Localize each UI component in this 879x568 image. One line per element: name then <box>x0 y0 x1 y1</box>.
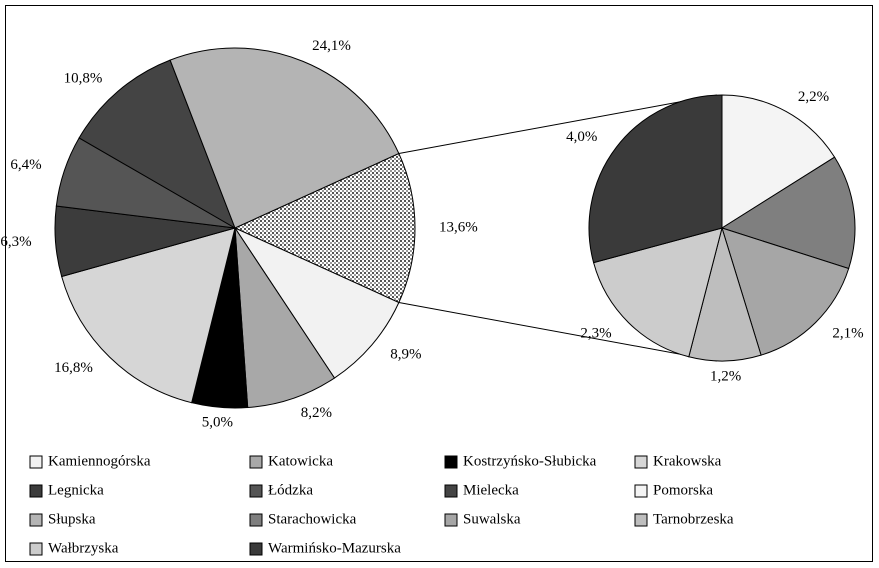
legend-label: Tarnobrzeska <box>653 511 734 527</box>
data-label: 24,1% <box>312 38 351 54</box>
legend-label: Legnicka <box>48 482 104 498</box>
pie-slice <box>233 152 416 304</box>
data-label: 2,2% <box>798 89 829 105</box>
data-label: 13,6% <box>439 219 478 235</box>
data-label: 8,2% <box>301 405 332 421</box>
data-label: 1,9% <box>878 201 879 217</box>
legend-label: Krakowska <box>653 453 722 469</box>
legend-label: Warmińsko-Mazurska <box>268 540 401 556</box>
legend-label: Kostrzyńsko-Słubicka <box>463 453 597 469</box>
pie-slice <box>721 227 850 356</box>
pie-slice <box>78 59 236 230</box>
data-label: 8,9% <box>390 347 421 363</box>
pie-slice <box>721 94 836 229</box>
legend-swatch <box>634 513 648 527</box>
legend-label: Wałbrzyska <box>48 540 119 556</box>
legend-swatch <box>634 455 648 469</box>
data-label: 6,3% <box>0 234 31 250</box>
legend-swatch <box>249 513 263 527</box>
legend-swatch <box>29 542 43 556</box>
legend-label: Łódzka <box>268 482 313 498</box>
legend-label: Suwalska <box>463 511 521 527</box>
data-label: 10,8% <box>64 71 103 87</box>
pie-slice <box>720 156 856 270</box>
legend-swatch <box>249 455 263 469</box>
pie-slice <box>588 94 723 264</box>
legend-swatch <box>29 513 43 527</box>
legend-swatch <box>444 455 458 469</box>
data-label: 6,4% <box>10 157 41 173</box>
legend-label: Słupska <box>48 511 96 527</box>
data-label: 5,0% <box>202 415 233 431</box>
data-label: 2,1% <box>832 325 863 341</box>
legend-swatch <box>29 484 43 498</box>
legend-label: Pomorska <box>653 482 713 498</box>
legend-label: Katowicka <box>268 453 333 469</box>
pie-slice <box>592 227 723 358</box>
legend-label: Starachowicka <box>268 511 357 527</box>
pie-slice <box>233 226 400 379</box>
legend-swatch <box>444 513 458 527</box>
pie-slice <box>234 226 336 409</box>
data-label: 16,8% <box>54 360 93 376</box>
pie-slice <box>169 47 400 229</box>
connector <box>398 94 718 154</box>
legend-swatch <box>634 484 648 498</box>
pie-slice <box>61 227 236 404</box>
legend-label: Kamiennogórska <box>48 453 151 469</box>
legend-swatch <box>249 542 263 556</box>
legend-label: Mielecka <box>463 482 519 498</box>
data-label: 4,0% <box>566 129 597 145</box>
data-label: 1,2% <box>710 368 741 384</box>
data-label: 2,3% <box>580 325 611 341</box>
connector <box>398 302 718 362</box>
legend-swatch <box>444 484 458 498</box>
legend-swatch <box>29 455 43 469</box>
legend-swatch <box>249 484 263 498</box>
